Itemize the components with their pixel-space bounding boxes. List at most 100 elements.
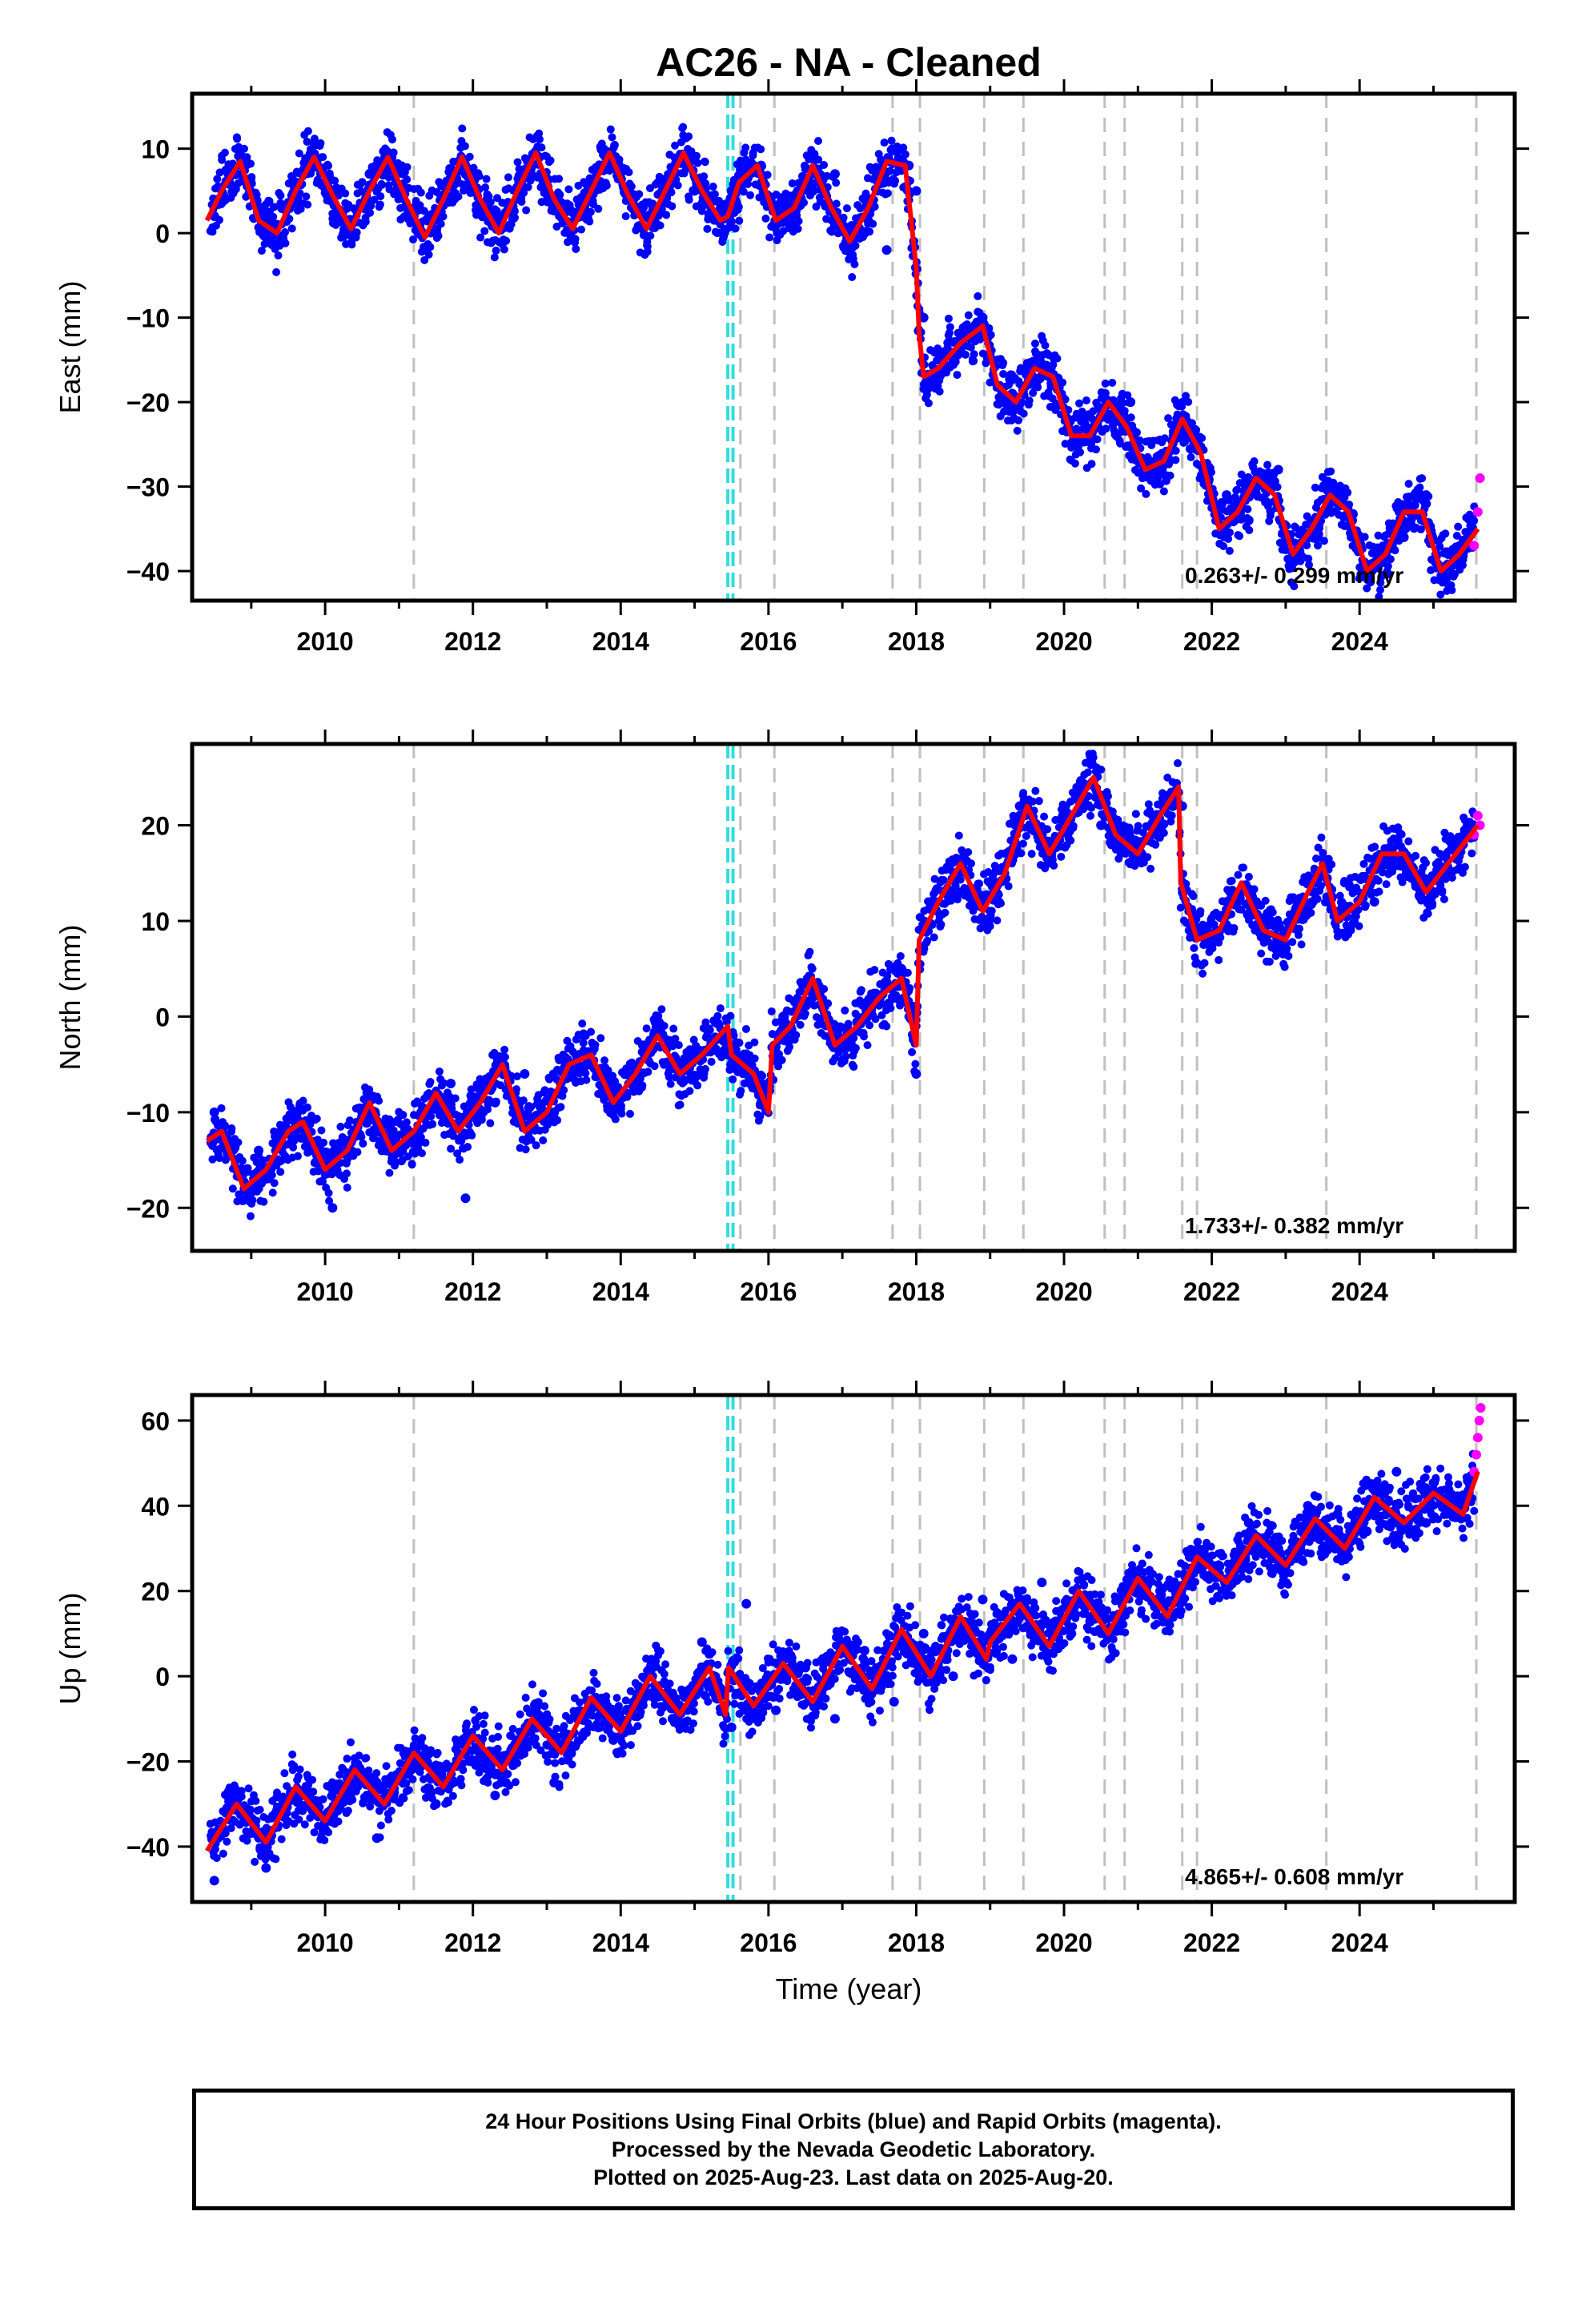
final-orbit-point [504,173,512,182]
final-orbit-point [953,371,962,380]
final-orbit-point [685,195,693,204]
final-orbit-point [997,899,1006,907]
final-orbit-point [582,1076,591,1084]
final-orbit-point [1243,505,1252,513]
final-orbit-point [701,158,709,167]
final-orbit-point [805,947,814,956]
final-orbit-point [737,1087,745,1096]
final-orbit-point [233,135,242,143]
final-orbit-point [345,1116,354,1125]
rate-label: 0.263+/- 0.299 mm/yr [1185,563,1403,588]
final-orbit-point [1415,483,1424,492]
final-orbit-point [577,225,586,234]
final-orbit-point [1086,811,1094,820]
final-orbit-point [693,159,702,167]
final-orbit-point [974,292,982,300]
final-orbit-point [794,217,803,226]
final-orbit-point [517,197,526,206]
final-orbit-point [1103,414,1114,424]
final-orbit-point [293,1152,302,1160]
final-orbit-point [1305,561,1314,569]
final-orbit-point [777,1055,786,1064]
final-orbit-point [460,142,469,151]
final-orbit-point [1137,484,1146,493]
final-orbit-point [970,350,978,359]
final-orbit-point [537,143,546,152]
final-orbit-point [797,987,805,996]
final-orbit-point [281,239,290,247]
final-orbit-point [359,1139,367,1148]
x-tick-label: 2018 [888,627,945,656]
final-orbit-point [657,1005,666,1014]
final-orbit-point [735,216,744,225]
final-orbit-point [416,201,424,210]
final-orbit-point [1367,578,1375,587]
final-orbit-point [312,1114,321,1123]
final-orbit-point [793,224,802,233]
final-orbit-point [646,231,655,240]
final-orbit-point [375,1096,383,1105]
final-orbit-point [510,207,519,215]
final-orbit-point [556,1103,565,1112]
final-orbit-point [1013,426,1022,435]
final-orbit-point [403,163,412,171]
final-orbit-point [964,311,973,320]
final-orbit-point [299,1096,307,1105]
final-orbit-point [1291,523,1300,532]
final-orbit-point [1126,413,1135,422]
final-orbit-point [1123,391,1132,400]
final-orbit-point [716,1004,725,1013]
final-orbit-point [403,175,412,184]
final-orbit-point [1327,467,1335,476]
final-orbit-point [941,908,950,917]
y-tick-label: 10 [141,135,170,164]
final-orbit-cloud [206,750,1479,1220]
final-orbit-point [324,1188,333,1197]
final-orbit-point [1235,532,1244,541]
x-tick-label: 2010 [297,627,354,656]
final-orbit-point [500,1045,509,1054]
final-orbit-point [227,1124,236,1133]
final-orbit-point [581,1069,590,1078]
final-orbit-point [539,1136,548,1144]
final-orbit-point [493,194,502,203]
final-orbit-point [832,199,841,208]
final-orbit-point [814,155,823,164]
final-orbit-point [556,191,564,199]
final-orbit-point [1057,852,1066,861]
final-orbit-point [1454,522,1463,531]
final-orbit-point [578,1019,587,1028]
final-orbit-point [213,175,222,183]
final-orbit-point [851,241,860,250]
final-orbit-point [1304,554,1313,563]
final-orbit-point [767,1007,776,1015]
final-orbit-point [801,1009,809,1018]
final-orbit-point [814,136,823,145]
final-orbit-point [978,312,988,323]
final-orbit-point [741,1024,750,1033]
final-orbit-point [813,1020,822,1029]
final-orbit-point [481,183,490,191]
final-orbit-point [448,1104,456,1113]
final-orbit-point [994,890,1003,899]
final-orbit-point [951,357,960,366]
final-orbit-point [1078,407,1086,416]
final-orbit-point [666,1080,675,1088]
final-orbit-point [857,986,865,995]
final-orbit-point [482,175,491,183]
final-orbit-point [1311,483,1319,492]
final-orbit-point [343,1183,351,1192]
final-orbit-point [1447,585,1456,594]
final-orbit-point [469,163,478,172]
final-orbit-point [276,191,285,200]
final-orbit-point [911,186,921,196]
final-orbit-point [685,132,693,141]
final-orbit-point [451,1094,460,1103]
final-orbit-point [560,1086,568,1095]
final-orbit-point [1072,424,1081,433]
final-orbit-point [610,140,619,149]
final-orbit-point [746,191,755,199]
final-orbit-point [1452,531,1461,540]
final-orbit-point [1250,457,1259,466]
final-orbit-point [215,1154,224,1163]
